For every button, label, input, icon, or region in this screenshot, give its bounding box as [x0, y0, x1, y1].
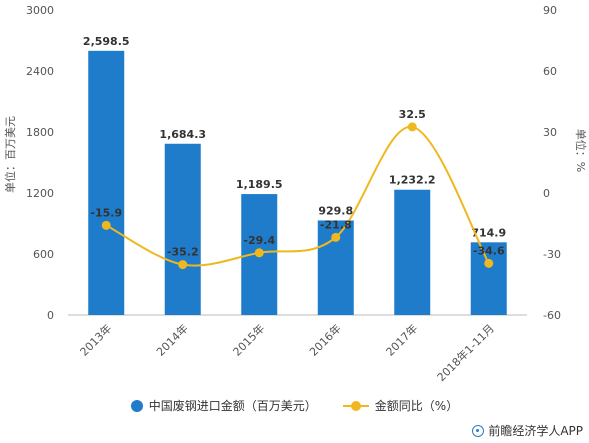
left-axis-ticks: 0 600 1200 1800 2400 3000	[26, 4, 54, 322]
x-tick-label-0: 2013年	[77, 321, 114, 358]
right-tick-label-3: 30	[543, 126, 557, 139]
legend-label-import-value: 中国废钢进口金额（百万美元）	[148, 399, 317, 413]
right-tick-label-0: -60	[543, 309, 561, 322]
left-tick-label-1: 600	[33, 248, 54, 261]
x-tick-label-5: 2018年1-11月	[434, 321, 497, 384]
bar-4	[394, 189, 431, 315]
right-tick-label-4: 60	[543, 65, 557, 78]
bar-series: 2,598.5 1,684.3 1,189.5 929.8 1,232.2 714.9	[83, 35, 507, 316]
left-tick-label-5: 3000	[26, 4, 54, 17]
x-tick-label-3: 2016年	[306, 321, 343, 358]
legend-item-yoy[interactable]: 金额同比（%）	[342, 397, 459, 414]
right-axis-title: 单位：%	[574, 129, 588, 172]
bar-value-label-1: 1,684.3	[159, 128, 206, 141]
right-axis-ticks: -60 -30 0 30 60 90	[543, 4, 561, 322]
yoy-value-label-3: -21.8	[320, 218, 352, 231]
left-tick-label-4: 2400	[26, 65, 54, 78]
bar-0	[88, 50, 125, 316]
legend-item-import-value[interactable]: 中国废钢进口金额（百万美元）	[130, 397, 317, 414]
bar-1	[164, 143, 201, 315]
legend-line-icon	[342, 400, 369, 412]
right-tick-label-2: 0	[543, 187, 550, 200]
legend: 中国废钢进口金额（百万美元） 金额同比（%）	[0, 397, 589, 414]
yoy-value-label-4: 32.5	[399, 108, 426, 121]
yoy-value-label-2: -29.4	[243, 234, 275, 247]
left-tick-label-2: 1200	[26, 187, 54, 200]
bar-5	[470, 242, 507, 315]
yoy-line-path	[105, 125, 490, 267]
x-tick-label-4: 2017年	[383, 321, 420, 358]
yoy-point-0	[101, 220, 111, 230]
bar-value-label-5: 714.9	[471, 226, 506, 239]
left-tick-label-0: 0	[47, 309, 54, 322]
left-tick-label-3: 1800	[26, 126, 54, 139]
yoy-point-3	[331, 232, 341, 242]
bar-value-label-2: 1,189.5	[236, 178, 283, 191]
legend-dot-icon	[130, 399, 143, 412]
yoy-point-4	[407, 122, 417, 132]
yoy-point-5	[484, 258, 494, 268]
left-axis-title: 单位：百万美元	[3, 116, 17, 193]
x-axis-ticks: 2013年 2014年 2015年 2016年 2017年 2018年1-11月	[77, 321, 497, 384]
legend-label-yoy: 金额同比（%）	[374, 399, 459, 413]
bar-value-label-3: 929.8	[318, 204, 353, 217]
source-text: 前瞻经济学人APP	[488, 424, 583, 438]
source-credit: 前瞻经济学人APP	[472, 422, 583, 439]
yoy-point-2	[254, 248, 264, 258]
line-series: -15.9 -35.2 -29.4 -21.8 32.5 -34.6	[90, 108, 505, 270]
yoy-value-label-5: -34.6	[473, 244, 505, 257]
source-logo-icon	[472, 424, 485, 437]
yoy-point-1	[178, 260, 188, 270]
right-tick-label-5: 90	[543, 4, 557, 17]
bar-value-label-0: 2,598.5	[83, 35, 130, 48]
right-tick-label-1: -30	[543, 248, 561, 261]
bar-value-label-4: 1,232.2	[389, 174, 436, 187]
x-tick-label-1: 2014年	[153, 321, 190, 358]
yoy-value-label-1: -35.2	[167, 246, 199, 259]
x-tick-label-2: 2015年	[230, 321, 267, 358]
yoy-value-label-0: -15.9	[90, 206, 122, 219]
